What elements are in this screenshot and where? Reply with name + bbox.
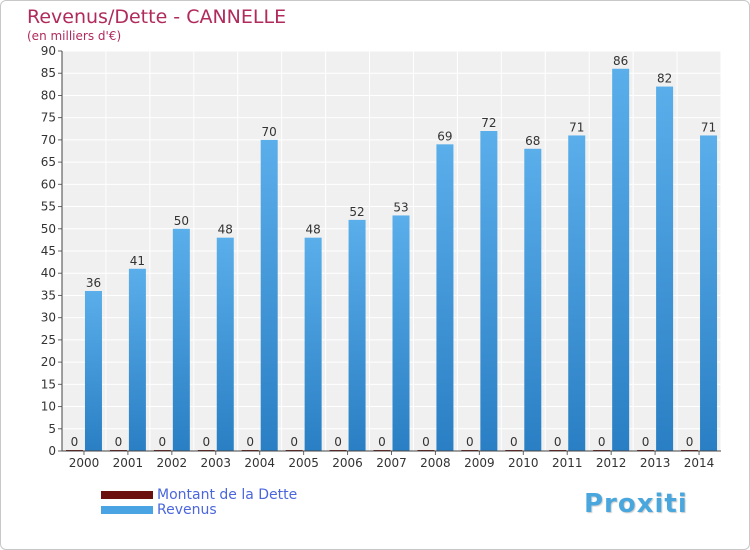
x-tick-label: 2013 (640, 456, 671, 470)
revenue-bar (524, 148, 542, 451)
revenue-bar (304, 237, 322, 451)
revenue-bar (348, 219, 366, 451)
x-tick-label: 2004 (244, 456, 275, 470)
debt-value-label: 0 (686, 435, 694, 449)
revenue-bar (612, 68, 630, 452)
revenue-bar (700, 135, 718, 451)
revenue-bar (172, 228, 190, 451)
revenue-value-label: 48 (305, 223, 320, 237)
revenue-value-label: 52 (349, 205, 364, 219)
revenue-value-label: 36 (86, 276, 101, 290)
legend-swatch-revenus (101, 505, 153, 514)
debt-value-label: 0 (554, 435, 562, 449)
legend-label-revenus: Revenus (157, 501, 217, 518)
revenue-bar (260, 139, 278, 451)
debt-value-label: 0 (334, 435, 342, 449)
x-tick-label: 2008 (420, 456, 451, 470)
revenue-value-label: 72 (481, 116, 496, 130)
revenue-bar (436, 144, 454, 452)
y-tick-label: 80 (41, 88, 56, 102)
chart-title: Revenus/Dette - CANNELLE (27, 6, 287, 28)
x-tick-label: 2009 (464, 456, 495, 470)
debt-value-label: 0 (159, 435, 167, 449)
y-tick-label: 65 (41, 155, 56, 169)
x-tick-label: 2000 (69, 456, 100, 470)
y-tick-label: 45 (41, 244, 56, 258)
debt-value-label: 0 (71, 435, 79, 449)
proxiti-logo: Proxiti (584, 489, 688, 519)
y-tick-label: 75 (41, 111, 56, 125)
x-tick-label: 2003 (200, 456, 231, 470)
y-tick-label: 10 (41, 400, 56, 414)
revenue-value-label: 53 (393, 200, 408, 214)
y-tick-label: 30 (41, 311, 56, 325)
y-tick-label: 40 (41, 266, 56, 280)
revenue-bar (656, 86, 674, 452)
revenue-value-label: 70 (262, 125, 277, 139)
chart-subtitle: (en milliers d'€) (27, 29, 122, 43)
revenue-value-label: 68 (525, 134, 540, 148)
revenue-bar (128, 268, 146, 451)
y-tick-label: 60 (41, 177, 56, 191)
legend-label-dette: Montant de la Dette (157, 486, 298, 503)
x-tick-label: 2007 (376, 456, 407, 470)
y-tick-label: 15 (41, 377, 56, 391)
revenue-bar (216, 237, 234, 451)
x-tick-label: 2010 (508, 456, 539, 470)
y-tick-label: 90 (41, 44, 56, 58)
y-tick-label: 20 (41, 355, 56, 369)
x-tick-label: 2006 (332, 456, 363, 470)
y-tick-label: 55 (41, 200, 56, 214)
revenue-bar (84, 291, 102, 451)
revenue-value-label: 86 (613, 54, 628, 68)
revenue-value-label: 50 (174, 214, 189, 228)
legend-swatch-dette (101, 490, 153, 499)
debt-value-label: 0 (510, 435, 518, 449)
x-tick-label: 2014 (684, 456, 715, 470)
x-tick-label: 2005 (288, 456, 319, 470)
revenue-value-label: 71 (569, 120, 584, 134)
debt-value-label: 0 (422, 435, 430, 449)
revenue-bar (568, 135, 586, 451)
legend-item-dette: Montant de la Dette (101, 486, 298, 503)
debt-value-label: 0 (202, 435, 210, 449)
revenue-value-label: 82 (657, 72, 672, 86)
y-tick-label: 25 (41, 333, 56, 347)
debt-value-label: 0 (378, 435, 386, 449)
legend-item-revenus: Revenus (101, 501, 297, 518)
x-tick-label: 2012 (596, 456, 627, 470)
x-tick-label: 2002 (157, 456, 188, 470)
legend: Montant de la Dette Revenus (101, 486, 298, 518)
revenue-value-label: 71 (701, 120, 716, 134)
y-tick-label: 85 (41, 66, 56, 80)
debt-value-label: 0 (246, 435, 254, 449)
debt-value-label: 0 (598, 435, 606, 449)
x-tick-label: 2011 (552, 456, 583, 470)
y-tick-label: 5 (48, 422, 56, 436)
revenue-value-label: 69 (437, 129, 452, 143)
debt-value-label: 0 (466, 435, 474, 449)
y-tick-label: 0 (48, 444, 56, 458)
revenue-bar (480, 131, 498, 451)
debt-value-label: 0 (115, 435, 123, 449)
y-tick-label: 35 (41, 288, 56, 302)
y-tick-label: 70 (41, 133, 56, 147)
revenue-value-label: 48 (218, 223, 233, 237)
debt-value-label: 0 (642, 435, 650, 449)
debt-value-label: 0 (290, 435, 298, 449)
y-tick-label: 50 (41, 222, 56, 236)
x-tick-label: 2001 (113, 456, 144, 470)
revenue-value-label: 41 (130, 254, 145, 268)
revenue-bar (392, 215, 410, 451)
